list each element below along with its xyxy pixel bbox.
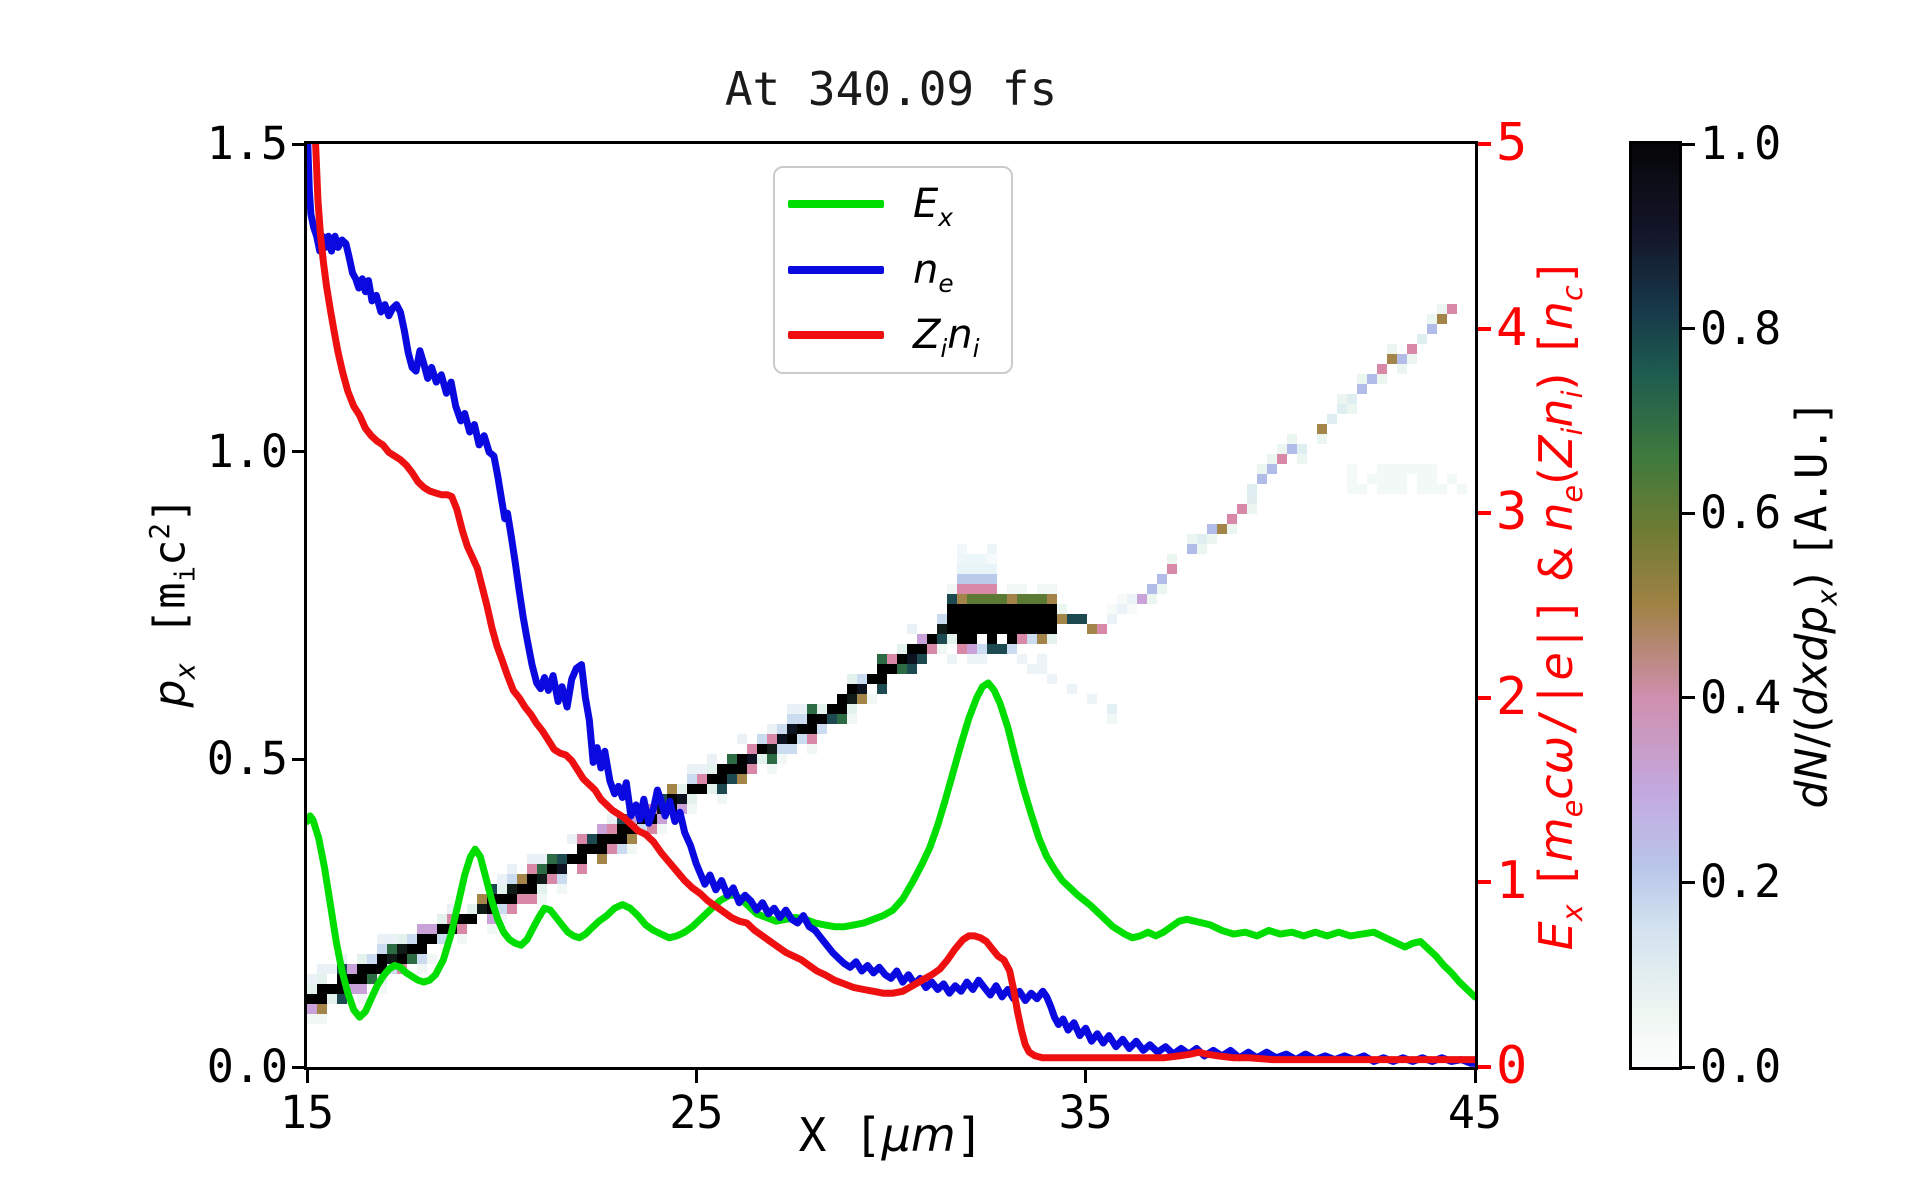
y-left-tick-mark <box>292 142 305 146</box>
x-tick-mark <box>1473 1070 1477 1083</box>
y-right-tick-label: 0 <box>1496 1036 1528 1096</box>
colorbar-tick-label: 0.0 <box>1700 1040 1782 1093</box>
y-left-tick-mark <box>292 757 305 761</box>
y-left-axis-label: px [mic2] <box>144 496 202 708</box>
legend-label-ne: ne <box>913 247 954 298</box>
x-tick-label: 45 <box>1447 1086 1503 1139</box>
colorbar-tick-label: 0.8 <box>1700 301 1782 355</box>
legend-line-sample-ne <box>788 266 884 274</box>
y-left-tick-mark <box>292 1065 305 1069</box>
x-tick-label: 15 <box>279 1086 335 1139</box>
y-right-tick-label: 5 <box>1496 113 1528 173</box>
y-left-tick-mark <box>292 450 305 454</box>
x-tick-label: 25 <box>669 1086 724 1139</box>
plot-title: At 340.09 fs <box>724 62 1058 116</box>
colorbar-tick-mark <box>1682 327 1695 331</box>
y-right-axis-label: Ex [mecω/|e|] & ne(Zini) [nc] <box>1529 257 1590 951</box>
y-left-tick-label: 1.5 <box>206 117 288 170</box>
colorbar-tick-label: 0.6 <box>1700 486 1782 540</box>
legend-label-ex: Ex <box>913 181 953 232</box>
colorbar-tick-mark <box>1682 142 1695 146</box>
x-tick-mark <box>305 1070 309 1083</box>
y-right-tick-mark <box>1478 326 1491 331</box>
legend-line-sample-ex <box>788 200 884 208</box>
legend-label-zini: Zini <box>913 312 980 363</box>
colorbar-tick-mark <box>1682 696 1695 700</box>
y-right-tick-mark <box>1478 142 1491 146</box>
y-right-tick-mark <box>1478 1065 1491 1069</box>
colorbar-tick-mark <box>1682 880 1695 884</box>
y-left-tick-label: 0.0 <box>206 1040 288 1093</box>
x-tick-mark <box>694 1070 698 1083</box>
y-right-tick-mark <box>1478 880 1491 885</box>
y-right-tick-mark <box>1478 695 1491 700</box>
legend: Ex ne Zini <box>773 166 1013 374</box>
colorbar-tick-mark <box>1682 511 1695 515</box>
x-tick-mark <box>1084 1070 1088 1083</box>
legend-line-sample-zini <box>788 331 884 339</box>
colorbar-tick-label: 0.4 <box>1700 670 1782 724</box>
x-tick-label: 35 <box>1058 1086 1113 1139</box>
y-left-tick-label: 0.5 <box>206 732 288 786</box>
y-left-tick-label: 1.0 <box>206 424 288 478</box>
y-right-tick-label: 2 <box>1496 666 1528 727</box>
x-axis-label: X [μm] <box>798 1108 984 1162</box>
y-right-tick-label: 3 <box>1496 482 1528 543</box>
y-right-tick-label: 4 <box>1496 297 1528 358</box>
colorbar-tick-label: 1.0 <box>1700 117 1782 170</box>
colorbar-tick-label: 0.2 <box>1700 855 1782 909</box>
y-right-tick-label: 1 <box>1496 851 1528 912</box>
plot-svg <box>307 144 1475 1067</box>
y-right-tick-mark <box>1478 511 1491 516</box>
colorbar-label: dN/(dxdpx) [A.U.] <box>1786 399 1844 809</box>
colorbar-tick-mark <box>1682 1065 1695 1069</box>
colorbar <box>1629 141 1682 1070</box>
